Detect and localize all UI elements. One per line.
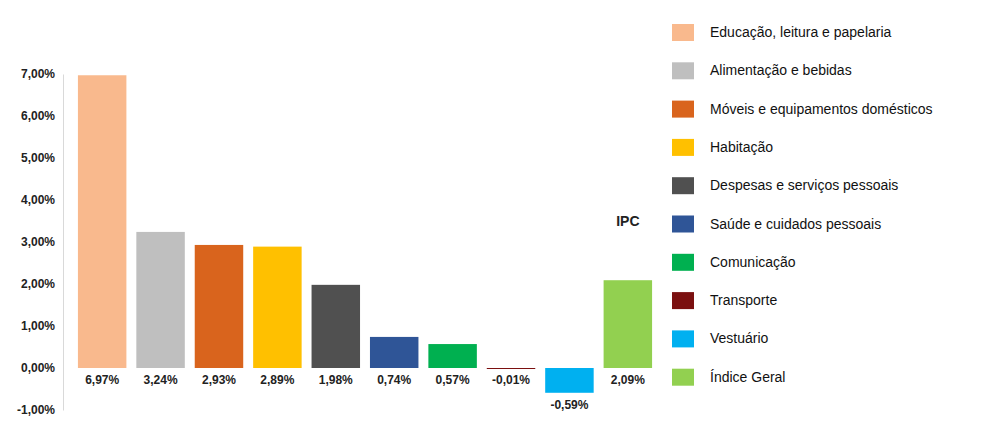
legend-item: Alimentação e bebidas <box>672 62 852 79</box>
bar <box>604 280 652 368</box>
legend-swatch <box>672 292 694 309</box>
bar <box>312 285 360 368</box>
bar <box>428 344 476 368</box>
y-tick: 0,00% <box>21 361 63 375</box>
legend-item: Vestuário <box>672 330 769 347</box>
legend-item: Saúde e cuidados pessoais <box>672 216 881 233</box>
y-tick-label: 2,00% <box>21 277 55 291</box>
legend-label: Saúde e cuidados pessoais <box>710 216 881 232</box>
y-tick-label: 0,00% <box>21 361 55 375</box>
legend-swatch <box>672 139 694 156</box>
legend-item: Despesas e serviços pessoais <box>672 177 898 194</box>
legend-label: Vestuário <box>710 330 769 346</box>
y-tick-label: 3,00% <box>21 235 55 249</box>
legend-item: Móveis e equipamentos domésticos <box>672 101 933 118</box>
legend-item: Educação, leitura e papelaria <box>672 24 892 41</box>
legend-swatch <box>672 369 694 386</box>
legend-label: Móveis e equipamentos domésticos <box>710 101 933 117</box>
y-tick: 4,00% <box>21 193 63 207</box>
y-tick: 1,00% <box>21 319 63 333</box>
legend-item: Comunicação <box>672 254 796 271</box>
data-labels: 6,97% 3,24% 2,93% 2,89% 1,98% 0,74% 0,57% -0,01… <box>85 373 645 412</box>
y-tick-label: 7,00% <box>21 67 55 81</box>
legend-label: Comunicação <box>710 254 796 270</box>
y-tick: -1,00% <box>17 403 63 417</box>
y-tick: 6,00% <box>21 109 63 123</box>
data-label: 1,98% <box>319 373 353 387</box>
y-tick: 7,00% <box>21 67 63 81</box>
y-tick-label: 6,00% <box>21 109 55 123</box>
y-axis-line <box>63 75 64 411</box>
bar <box>253 247 301 368</box>
legend-swatch <box>672 62 694 79</box>
annotation: IPC <box>616 213 639 229</box>
y-tick: 2,00% <box>21 277 63 291</box>
chart: -1,00% 0,00% 1,00% 2,00% 3,00% 4,00% 5,00% 6,00… <box>0 0 993 442</box>
y-tick-label: 5,00% <box>21 151 55 165</box>
y-tick-label: -1,00% <box>17 403 55 417</box>
legend-item: Habitação <box>672 139 773 156</box>
bars <box>78 75 652 393</box>
bar <box>545 368 593 393</box>
y-tick-label: 4,00% <box>21 193 55 207</box>
data-label: 0,74% <box>377 373 411 387</box>
bar <box>370 337 418 368</box>
y-tick: 3,00% <box>21 235 63 249</box>
data-label: 3,24% <box>144 373 178 387</box>
legend-label: Transporte <box>710 292 777 308</box>
data-label: 2,89% <box>260 373 294 387</box>
bar <box>136 232 184 368</box>
legend-label: Alimentação e bebidas <box>710 62 852 78</box>
data-label: -0,59% <box>550 398 588 412</box>
y-axis: -1,00% 0,00% 1,00% 2,00% 3,00% 4,00% 5,00% 6,00… <box>17 67 64 417</box>
legend-label: Despesas e serviços pessoais <box>710 177 898 193</box>
data-label: 6,97% <box>85 373 119 387</box>
data-label: 2,93% <box>202 373 236 387</box>
data-label: -0,01% <box>492 373 530 387</box>
data-label: 0,57% <box>436 373 470 387</box>
bar <box>487 368 535 369</box>
y-tick-label: 1,00% <box>21 319 55 333</box>
bar <box>78 75 126 368</box>
legend-item: Transporte <box>672 292 777 309</box>
legend-swatch <box>672 330 694 347</box>
legend-swatch <box>672 254 694 271</box>
legend: Educação, leitura e papelaria Alimentação… <box>672 24 933 386</box>
legend-item: Índice Geral <box>672 369 785 386</box>
data-label: 2,09% <box>611 373 645 387</box>
legend-swatch <box>672 177 694 194</box>
legend-swatch <box>672 216 694 233</box>
legend-label: Índice Geral <box>710 369 785 385</box>
legend-swatch <box>672 24 694 41</box>
bar <box>195 245 243 368</box>
legend-label: Educação, leitura e papelaria <box>710 24 892 40</box>
legend-swatch <box>672 101 694 118</box>
y-tick: 5,00% <box>21 151 63 165</box>
legend-label: Habitação <box>710 139 773 155</box>
